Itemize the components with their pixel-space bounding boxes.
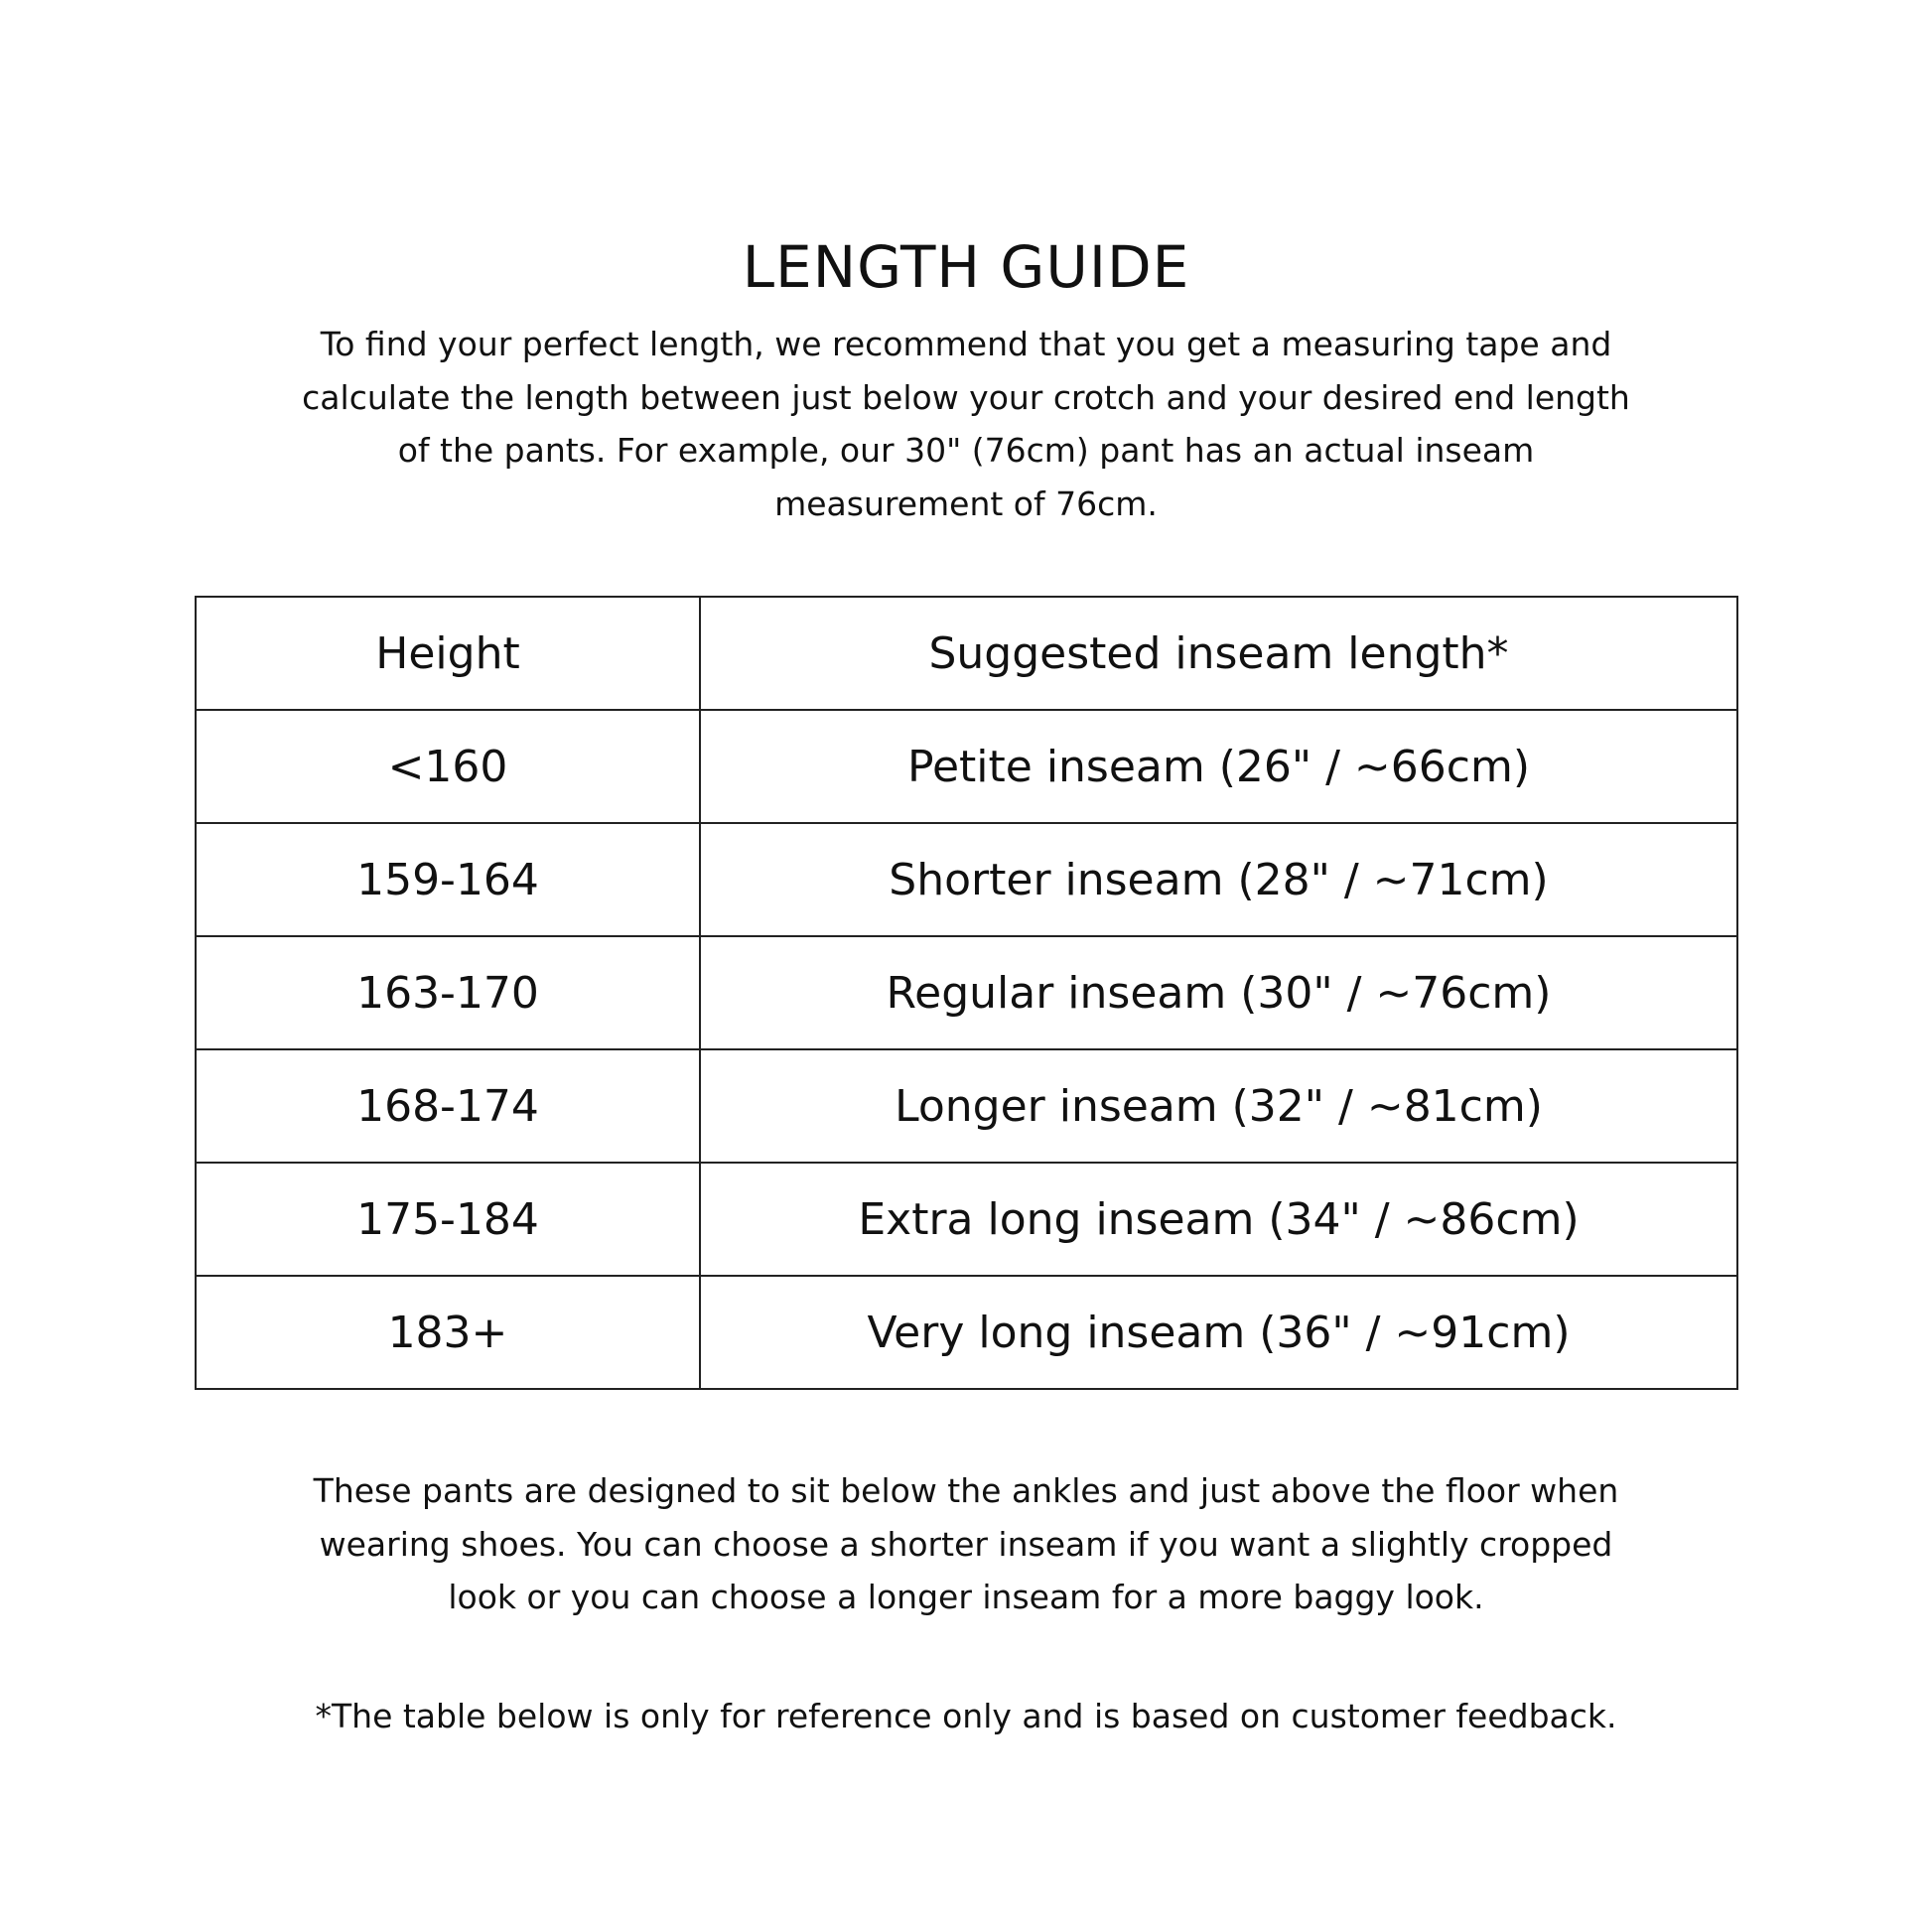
inseam-cell: Shorter inseam (28" / ~71cm) — [699, 822, 1738, 937]
table-row: 159-164 Shorter inseam (28" / ~71cm) — [195, 822, 1738, 937]
inseam-cell: Petite inseam (26" / ~66cm) — [699, 709, 1738, 824]
height-cell: 163-170 — [195, 935, 701, 1050]
inseam-cell: Extra long inseam (34" / ~86cm) — [699, 1162, 1738, 1277]
height-cell: 159-164 — [195, 822, 701, 937]
outro-paragraph: These pants are designed to sit below th… — [0, 1464, 1932, 1624]
inseam-cell: Regular inseam (30" / ~76cm) — [699, 935, 1738, 1050]
intro-line: calculate the length between just below … — [302, 377, 1630, 417]
table-row: 183+ Very long inseam (36" / ~91cm) — [195, 1275, 1738, 1390]
page-title: LENGTH GUIDE — [742, 232, 1190, 301]
header-inseam: Suggested inseam length* — [699, 596, 1738, 711]
height-cell: 175-184 — [195, 1162, 701, 1277]
table-header-row: Height Suggested inseam length* — [195, 596, 1738, 711]
intro-line: of the pants. For example, our 30" (76cm… — [397, 431, 1535, 470]
height-cell: 183+ — [195, 1275, 701, 1390]
length-table: Height Suggested inseam length* <160 Pet… — [195, 596, 1738, 1390]
footnote: *The table below is only for reference o… — [0, 1690, 1932, 1743]
intro-line: measurement of 76cm. — [774, 483, 1158, 523]
table-row: 175-184 Extra long inseam (34" / ~86cm) — [195, 1162, 1738, 1277]
intro-line: To find your perfect length, we recommen… — [320, 325, 1612, 363]
inseam-cell: Very long inseam (36" / ~91cm) — [699, 1275, 1738, 1390]
table-row: 168-174 Longer inseam (32" / ~81cm) — [195, 1048, 1738, 1164]
table-row: <160 Petite inseam (26" / ~66cm) — [195, 709, 1738, 824]
outro-line: These pants are designed to sit below th… — [313, 1471, 1619, 1510]
outro-line: wearing shoes. You can choose a shorter … — [319, 1524, 1613, 1564]
intro-paragraph: To find your perfect length, we recommen… — [0, 318, 1932, 530]
outro-line: look or you can choose a longer inseam f… — [448, 1578, 1484, 1616]
table-row: 163-170 Regular inseam (30" / ~76cm) — [195, 935, 1738, 1050]
height-cell: <160 — [195, 709, 701, 824]
footnote-text: *The table below is only for reference o… — [315, 1697, 1617, 1735]
height-cell: 168-174 — [195, 1048, 701, 1164]
inseam-cell: Longer inseam (32" / ~81cm) — [699, 1048, 1738, 1164]
header-height: Height — [195, 596, 701, 711]
